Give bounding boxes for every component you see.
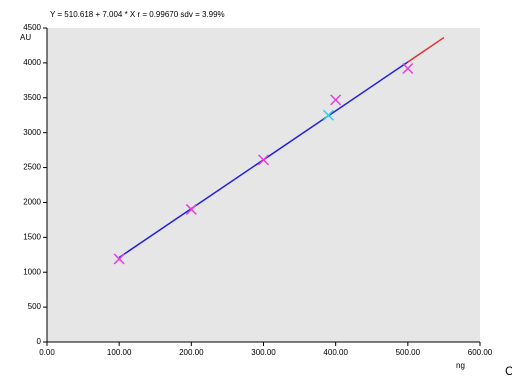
y-tick-label: 500: [28, 302, 42, 311]
y-tick-label: 1000: [23, 267, 41, 276]
point-marker: [402, 62, 414, 75]
x-tick-label: 0.00: [39, 348, 55, 357]
y-tick-label: 2000: [23, 198, 41, 207]
point-marker: [185, 203, 197, 215]
y-axis-label: AU: [20, 33, 31, 42]
y-tick-label: 0: [37, 337, 42, 346]
point-marker: [257, 154, 270, 166]
x-tick-label: 500.00: [396, 348, 421, 357]
chart-title: Y = 510.618 + 7.004 * X r = 0.99670 sdv …: [50, 10, 225, 19]
y-tick-label: 4000: [23, 58, 41, 67]
x-tick-label: 200.00: [179, 348, 204, 357]
y-tick-label: 4500: [23, 23, 41, 32]
x-tick-label: 400.00: [323, 348, 348, 357]
plot-area: [47, 28, 480, 342]
fit-line: [407, 36, 445, 63]
point-marker: [113, 253, 125, 265]
point-marker: [322, 109, 334, 121]
panel-label: C: [505, 364, 512, 378]
x-tick-label: 100.00: [107, 348, 132, 357]
x-axis-label: ng: [456, 361, 465, 370]
x-tick-label: 600.00: [468, 348, 493, 357]
x-tick-label: 300.00: [251, 348, 276, 357]
y-tick-label: 1500: [23, 232, 41, 241]
point-marker: [330, 94, 342, 106]
y-tick-label: 3500: [23, 93, 41, 102]
y-tick-label: 3000: [23, 128, 41, 137]
y-tick-label: 2500: [23, 163, 41, 172]
